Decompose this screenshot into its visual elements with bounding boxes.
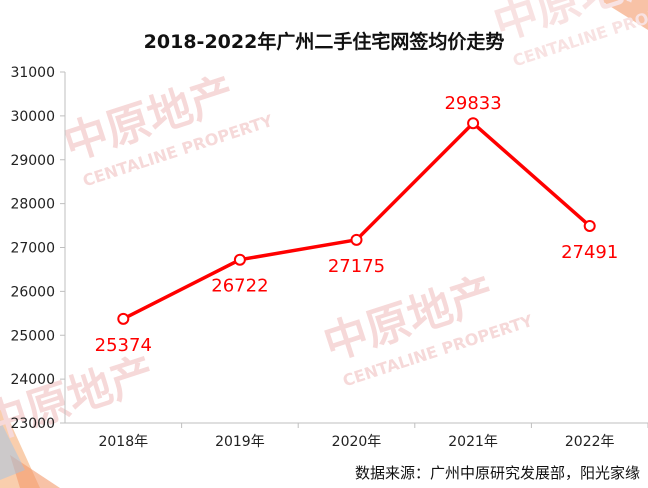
y-tick-label: 25000 xyxy=(10,328,55,344)
data-points xyxy=(117,117,596,325)
data-label: 26722 xyxy=(211,276,268,297)
y-tick-label: 28000 xyxy=(10,197,55,213)
data-labels: 25374 26722 27175 29833 27491 xyxy=(95,93,619,356)
y-tick-label: 30000 xyxy=(10,109,55,125)
data-point xyxy=(583,219,596,232)
data-point xyxy=(117,312,130,325)
data-point xyxy=(233,253,246,266)
y-tick-label: 31000 xyxy=(10,65,55,81)
y-tick-label: 26000 xyxy=(10,284,55,300)
x-tick-label: 2020年 xyxy=(332,434,382,450)
data-label: 27491 xyxy=(561,242,618,263)
data-label: 29833 xyxy=(444,93,501,114)
x-tick-label: 2019年 xyxy=(215,434,265,450)
watermark-1: 中原地产 CENTALINE PROPERTY xyxy=(58,68,276,191)
y-axis-ticks: 23000 24000 25000 26000 27000 28000 29000 30000… xyxy=(10,65,65,432)
data-point xyxy=(467,117,480,130)
x-tick-label: 2018年 xyxy=(98,434,148,450)
data-label: 25374 xyxy=(95,335,152,356)
x-tick-label: 2021年 xyxy=(448,434,498,450)
watermark-2: 中原地产 CENTALINE PROPERTY xyxy=(318,268,536,391)
data-label: 27175 xyxy=(328,256,385,277)
y-tick-label: 24000 xyxy=(10,372,55,388)
source-note: 数据来源：广州中原研究发展部，阳光家缘 xyxy=(355,464,640,482)
y-tick-label: 27000 xyxy=(10,241,55,257)
y-tick-label: 29000 xyxy=(10,153,55,169)
x-axis-ticks: 2018年 2019年 2020年 2021年 2022年 xyxy=(98,423,648,450)
chart-title: 2018-2022年广州二手住宅网签均价走势 xyxy=(144,30,505,53)
watermark-3: 中原地产 CENTALINE PROPERTY xyxy=(488,0,648,70)
watermark-group: 中原地产 CENTALINE PROPERTY 中原地产 CENTALINE P… xyxy=(0,0,648,450)
x-tick-label: 2022年 xyxy=(565,434,615,450)
data-point xyxy=(350,233,363,246)
y-tick-label: 23000 xyxy=(10,416,55,432)
